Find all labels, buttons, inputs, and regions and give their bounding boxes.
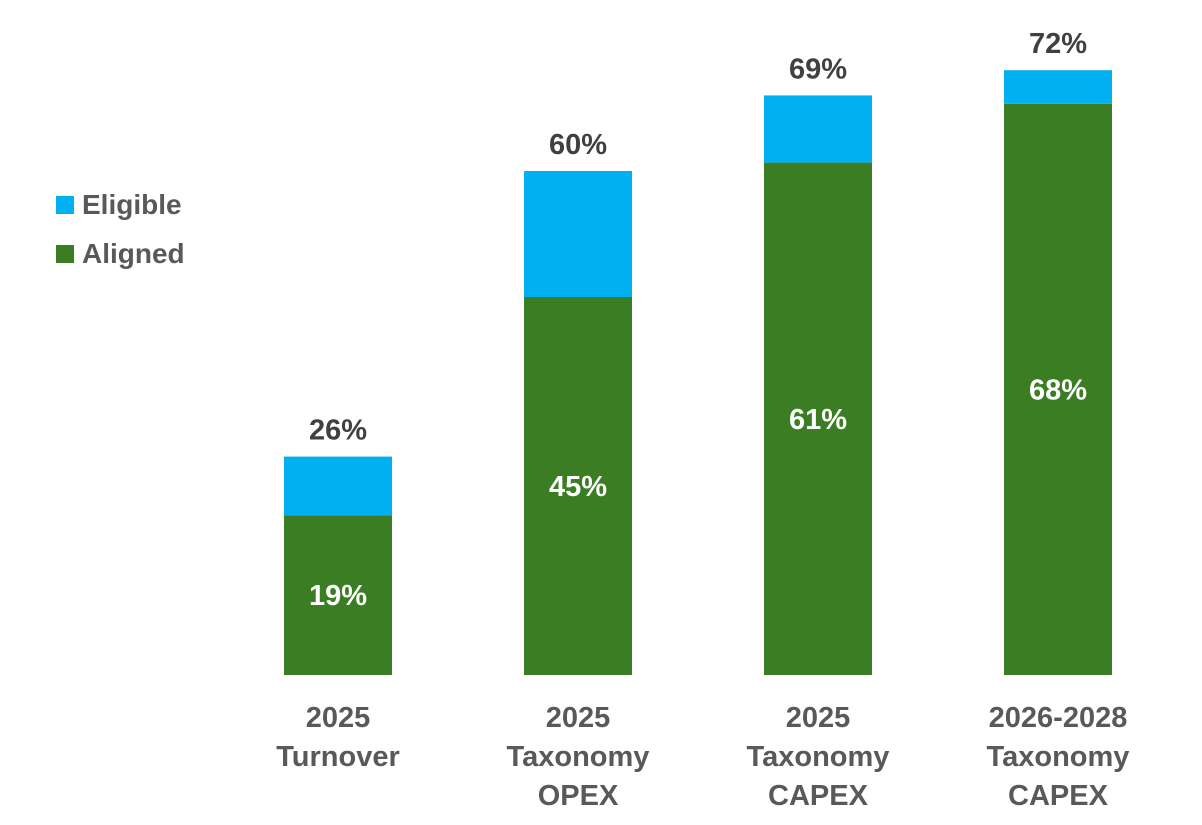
category-label-3-line-1: 2025 bbox=[786, 702, 851, 734]
aligned-value-label-2: 45% bbox=[549, 471, 607, 503]
aligned-value-label-3: 61% bbox=[789, 404, 847, 436]
aligned-value-label-4: 68% bbox=[1029, 374, 1087, 406]
aligned-value-label-1: 19% bbox=[309, 580, 367, 612]
total-value-label-4: 72% bbox=[1029, 28, 1087, 60]
bar-eligible-1 bbox=[284, 456, 392, 516]
legend-item-eligible: Eligible bbox=[56, 189, 185, 220]
legend-item-aligned: Aligned bbox=[56, 238, 185, 269]
bar-eligible-4 bbox=[1004, 70, 1112, 104]
total-value-label-2: 60% bbox=[549, 129, 607, 161]
bar-aligned-1 bbox=[284, 515, 392, 675]
total-value-label-1: 26% bbox=[309, 415, 367, 447]
bar-aligned-4 bbox=[1004, 103, 1112, 676]
bar-eligible-2 bbox=[524, 171, 632, 297]
category-label-4-line-3: CAPEX bbox=[1008, 780, 1109, 812]
category-label-3-line-2: Taxonomy bbox=[747, 741, 890, 773]
category-label-4-line-2: Taxonomy bbox=[987, 741, 1130, 773]
legend-label-aligned: Aligned bbox=[82, 238, 185, 269]
legend-swatch-aligned bbox=[56, 245, 74, 263]
legend-label-eligible: Eligible bbox=[82, 189, 182, 220]
category-label-1-line-2: Turnover bbox=[276, 741, 400, 773]
bars-group bbox=[284, 70, 1112, 676]
legend: Eligible Aligned bbox=[56, 189, 185, 290]
category-label-2-line-3: OPEX bbox=[538, 780, 619, 812]
bar-aligned-2 bbox=[524, 297, 632, 675]
category-label-1-line-1: 2025 bbox=[306, 702, 371, 734]
labels-group: 19% 26% 2025 Turnover 45% 60% 2025 Taxonomy OPEX… bbox=[276, 28, 1129, 812]
legend-swatch-eligible bbox=[56, 196, 74, 214]
category-label-4-line-1: 2026-2028 bbox=[989, 702, 1128, 734]
bar-aligned-3 bbox=[764, 162, 872, 676]
category-label-2-line-2: Taxonomy bbox=[507, 741, 650, 773]
bar-eligible-3 bbox=[764, 95, 872, 163]
category-label-2-line-1: 2025 bbox=[546, 702, 611, 734]
total-value-label-3: 69% bbox=[789, 53, 847, 85]
category-label-3-line-3: CAPEX bbox=[768, 780, 869, 812]
